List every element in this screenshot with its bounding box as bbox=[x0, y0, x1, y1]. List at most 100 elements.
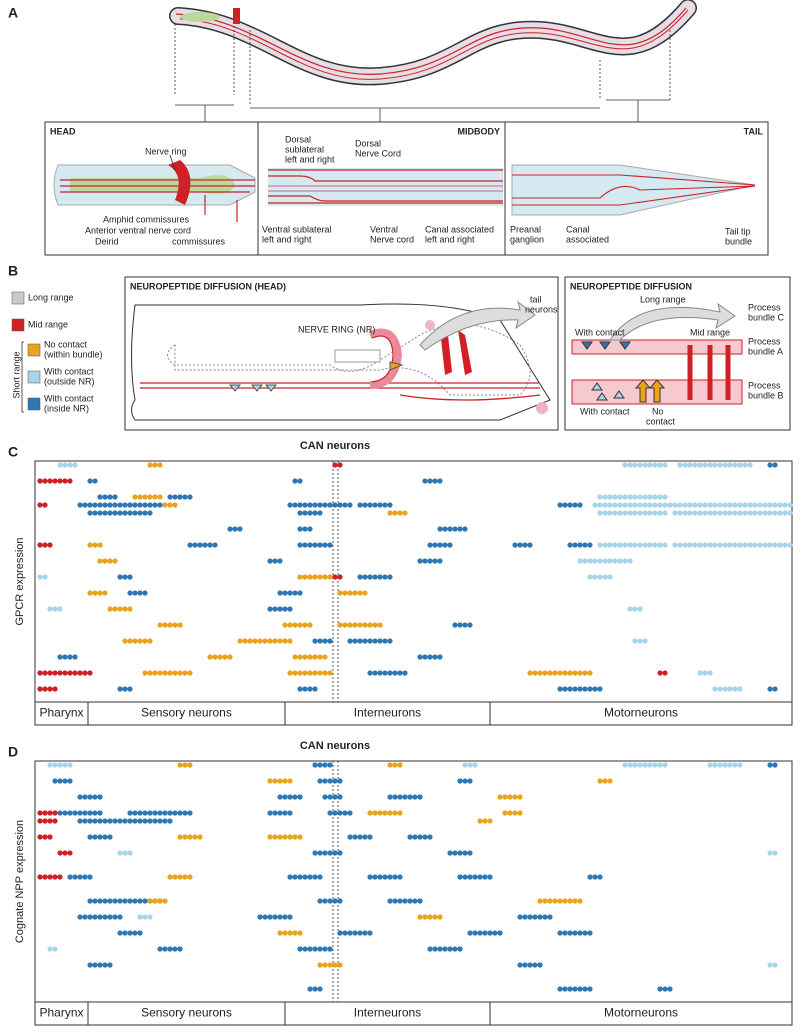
dot bbox=[342, 810, 348, 816]
panel-label: D bbox=[8, 744, 18, 760]
dot bbox=[647, 542, 653, 548]
dot bbox=[757, 542, 763, 548]
dot bbox=[302, 622, 308, 628]
annotation: Process bbox=[748, 302, 781, 312]
dot bbox=[42, 834, 48, 840]
dot bbox=[272, 834, 278, 840]
dot bbox=[152, 818, 158, 824]
dot bbox=[767, 510, 773, 516]
dot bbox=[132, 638, 138, 644]
dot bbox=[52, 810, 58, 816]
dot bbox=[87, 834, 93, 840]
dot bbox=[517, 542, 523, 548]
dot bbox=[637, 502, 643, 508]
dot bbox=[197, 834, 203, 840]
dot bbox=[72, 654, 78, 660]
group-label: Interneurons bbox=[354, 706, 421, 720]
dot bbox=[752, 542, 758, 548]
dot bbox=[157, 502, 163, 508]
dot bbox=[607, 494, 613, 500]
dot bbox=[377, 502, 383, 508]
dot-segment bbox=[557, 502, 583, 508]
dot bbox=[382, 574, 388, 580]
dot bbox=[747, 542, 753, 548]
dot bbox=[662, 502, 668, 508]
dot bbox=[772, 510, 778, 516]
dot bbox=[552, 670, 558, 676]
dot bbox=[167, 818, 173, 824]
dot bbox=[162, 946, 168, 952]
dot bbox=[97, 542, 103, 548]
dot-segment bbox=[267, 778, 293, 784]
dot bbox=[82, 914, 88, 920]
dot-segment bbox=[297, 574, 333, 580]
dot bbox=[607, 510, 613, 516]
dot bbox=[742, 502, 748, 508]
dot bbox=[347, 638, 353, 644]
dot bbox=[737, 502, 743, 508]
dot-segment bbox=[347, 638, 393, 644]
dot bbox=[267, 778, 273, 784]
annotation: Canal bbox=[566, 224, 590, 234]
dot bbox=[707, 510, 713, 516]
dot bbox=[522, 962, 528, 968]
dot bbox=[632, 494, 638, 500]
dot bbox=[182, 494, 188, 500]
dot bbox=[317, 502, 323, 508]
dot bbox=[162, 898, 168, 904]
dot bbox=[572, 670, 578, 676]
dot bbox=[547, 670, 553, 676]
dot bbox=[137, 638, 143, 644]
dot bbox=[712, 542, 718, 548]
dot bbox=[127, 686, 133, 692]
dot bbox=[627, 542, 633, 548]
dot bbox=[297, 654, 303, 660]
midbody-illustration-part bbox=[268, 185, 503, 192]
dot-segment bbox=[312, 638, 333, 644]
dot bbox=[587, 558, 593, 564]
dot-segment bbox=[557, 986, 593, 992]
dot bbox=[722, 462, 728, 468]
dot bbox=[732, 462, 738, 468]
dot bbox=[562, 898, 568, 904]
annotation: associated bbox=[566, 234, 609, 244]
legend-label: Mid range bbox=[28, 319, 68, 329]
dot-segment bbox=[447, 850, 473, 856]
worm bbox=[169, 0, 697, 86]
dot-segment bbox=[177, 834, 203, 840]
dot bbox=[582, 542, 588, 548]
dot bbox=[37, 810, 43, 816]
dot bbox=[37, 834, 43, 840]
dot-segment bbox=[592, 502, 793, 508]
dot bbox=[257, 638, 263, 644]
dot bbox=[582, 930, 588, 936]
dot bbox=[237, 526, 243, 532]
dot bbox=[117, 502, 123, 508]
dot bbox=[702, 510, 708, 516]
dot bbox=[632, 638, 638, 644]
dot bbox=[342, 502, 348, 508]
dot bbox=[137, 930, 143, 936]
dot bbox=[62, 778, 68, 784]
dot-segment bbox=[712, 686, 743, 692]
dot-segment bbox=[417, 558, 443, 564]
dot bbox=[337, 962, 343, 968]
dot-segment bbox=[87, 834, 113, 840]
dot bbox=[357, 638, 363, 644]
dot bbox=[282, 914, 288, 920]
dot bbox=[367, 834, 373, 840]
dot bbox=[602, 558, 608, 564]
dot bbox=[512, 542, 518, 548]
dot bbox=[287, 778, 293, 784]
dot bbox=[97, 898, 103, 904]
dot bbox=[612, 542, 618, 548]
dot bbox=[707, 462, 713, 468]
dot bbox=[132, 818, 138, 824]
dot bbox=[317, 874, 323, 880]
dot bbox=[482, 930, 488, 936]
dot-segment bbox=[477, 818, 493, 824]
dot bbox=[422, 914, 428, 920]
dot bbox=[172, 810, 178, 816]
dot bbox=[297, 590, 303, 596]
dot bbox=[102, 962, 108, 968]
